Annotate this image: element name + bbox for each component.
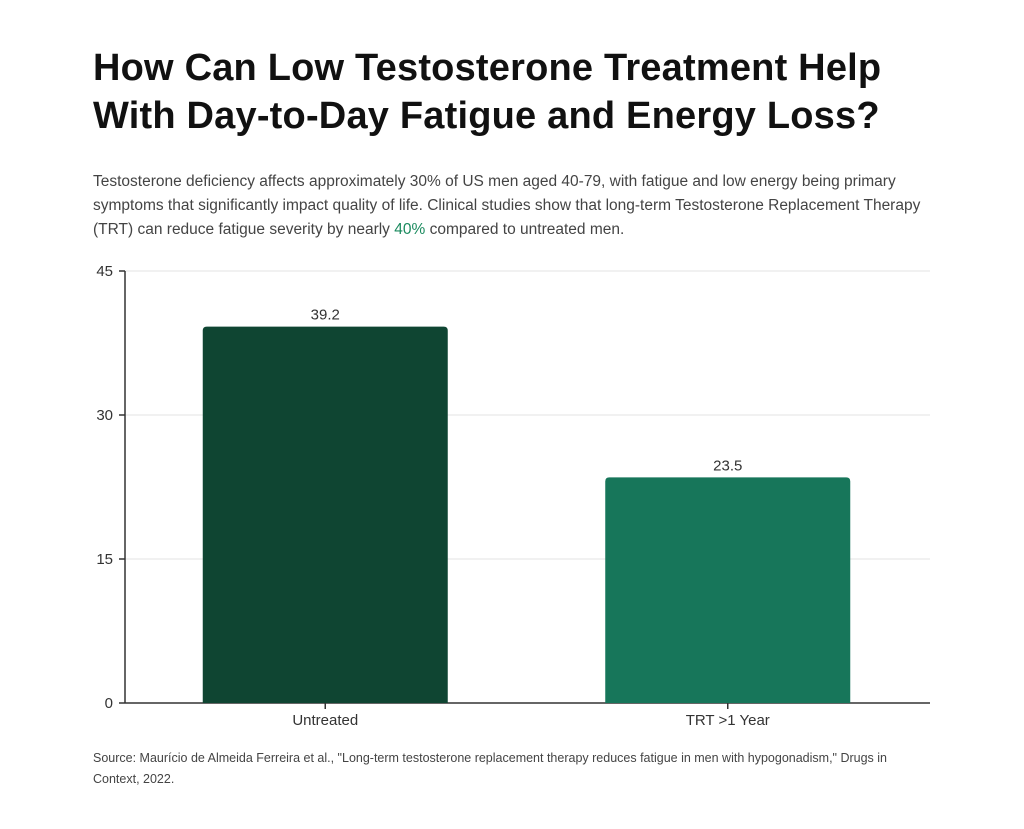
highlight-percent: 40% [394, 221, 426, 238]
data-label: 23.5 [713, 457, 742, 474]
bar [605, 477, 851, 703]
bar-chart: 0 15 30 45 39.2 Untreated 23.5 TRT >1 Year [96, 263, 930, 729]
source-citation: Source: Maurício de Almeida Ferreira et … [93, 751, 887, 786]
y-tick-label: 45 [96, 263, 113, 280]
y-tick-label: 30 [96, 407, 113, 424]
page-title: How Can Low Testosterone Treatment Help … [93, 44, 953, 140]
y-tick-label: 15 [96, 551, 113, 568]
title-line-1: How Can Low Testosterone Treatment Help [93, 47, 882, 89]
x-tick-label: Untreated [292, 712, 358, 729]
data-label: 39.2 [311, 307, 340, 324]
x-tick-label: TRT >1 Year [686, 712, 770, 729]
title-line-2: With Day-to-Day Fatigue and Energy Loss? [93, 95, 880, 137]
description-text: Testosterone deficiency affects approxim… [93, 173, 921, 238]
description: Testosterone deficiency affects approxim… [93, 170, 933, 242]
bar [202, 326, 448, 703]
y-tick-label: 0 [105, 695, 113, 712]
description-text-end: compared to untreated men. [425, 221, 625, 238]
